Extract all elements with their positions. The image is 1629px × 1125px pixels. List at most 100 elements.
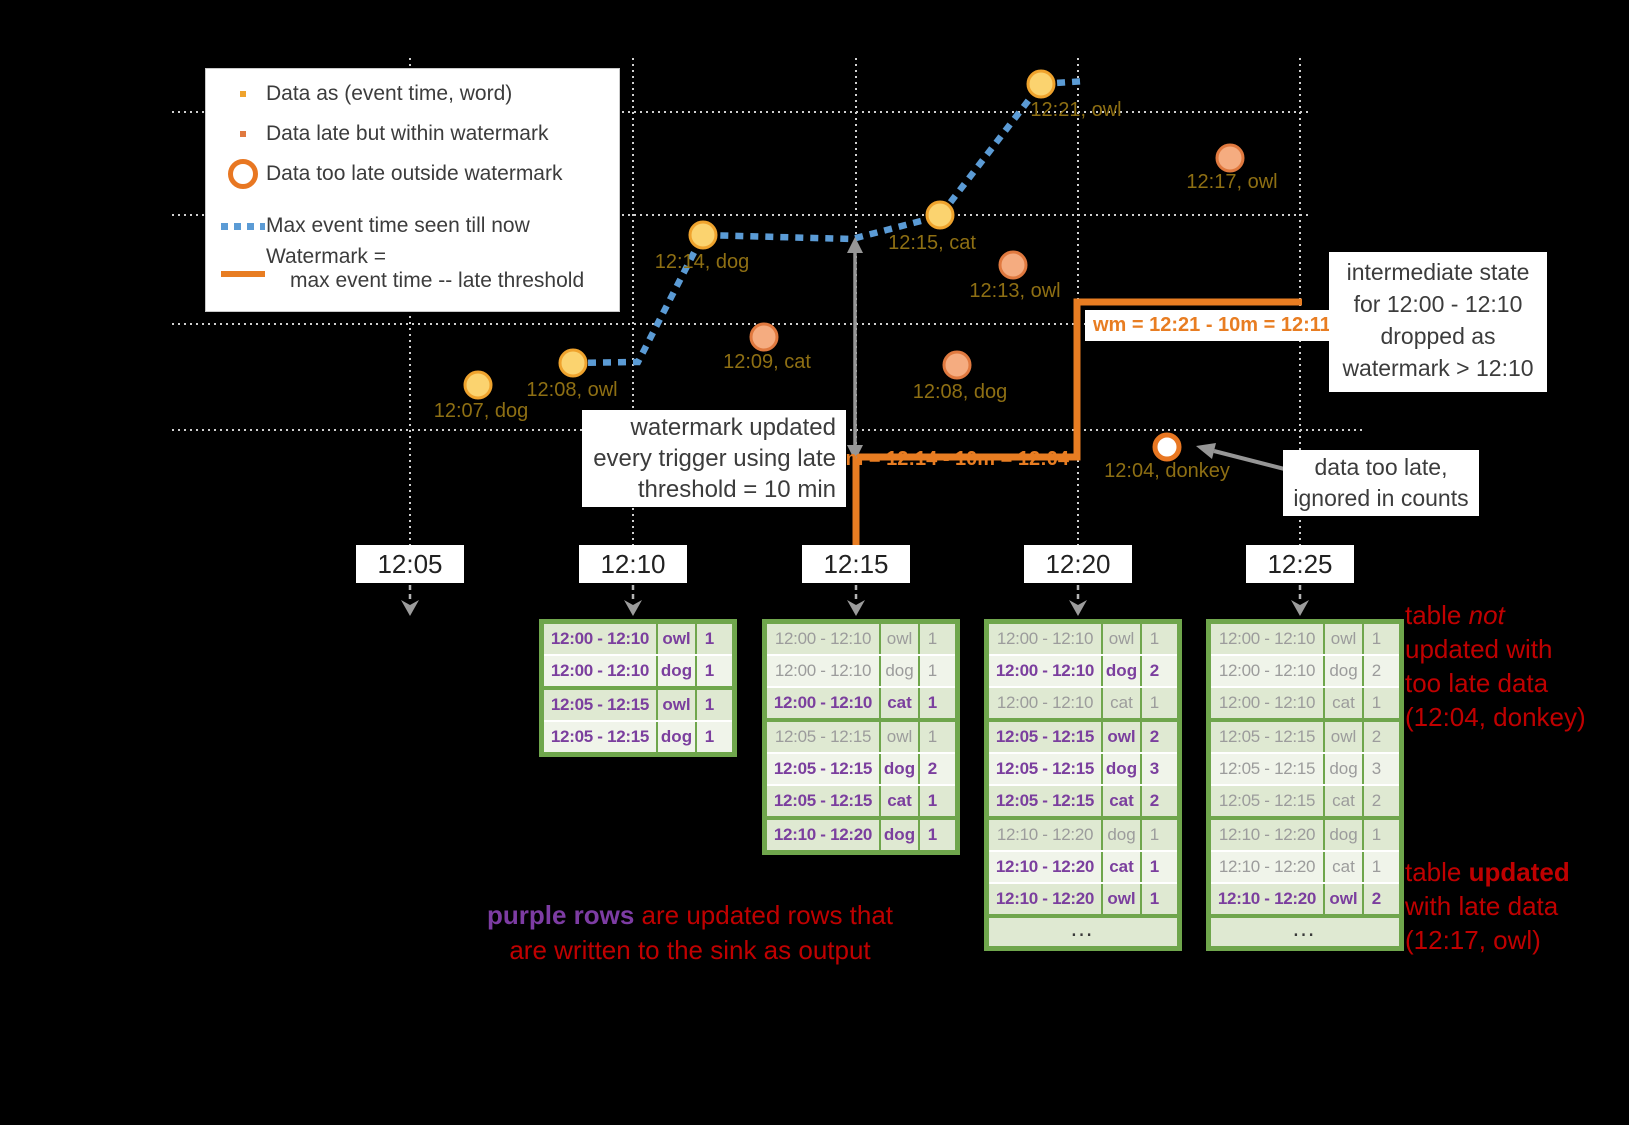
table-cell: 12:00 - 12:10 [550,661,650,680]
table-cell: cat [1323,786,1362,816]
table-row: 12:00 - 12:10 owl 1 [1211,624,1399,654]
table-cell: 12:10 - 12:20 [995,857,1095,876]
table-cell: dog [879,656,918,686]
table-cell: 12:10 - 12:20 [1217,889,1317,908]
table-row: 12:00 - 12:10 dog 1 [767,654,955,686]
legend-label: Data as (event time, word) [266,82,513,105]
data-point-label: 12:17, owl [1186,171,1278,193]
table-row: 12:05 - 12:15 owl 2 [1211,718,1399,752]
time-label-box: 12:15 [802,545,910,583]
table-cell: 12:05 - 12:15 [773,759,873,778]
table-cell: 12:05 - 12:15 [773,791,873,810]
table-row: 12:00 - 12:10 owl 1 [544,624,732,654]
callout-line: intermediate state [1346,259,1530,285]
data-point-label: 12:21, owl [1030,99,1122,121]
line-orange-swatch [221,271,265,277]
table-cell: 12:10 - 12:20 [1218,857,1316,876]
legend-label: Data late but within watermark [266,122,549,145]
table-cell: 1 [1362,688,1389,718]
table-cell: owl [879,722,918,752]
table-cell: 12:00 - 12:10 [1218,693,1316,712]
legend-label: Max event time seen till now [266,214,530,237]
table-cell: 12:05 - 12:15 [1218,727,1316,746]
wm-label-12-04: wm = 12:14 - 10m = 12:04 [830,448,1070,470]
table-cell: 2 [1362,884,1389,914]
table-cell: 1 [1362,852,1389,882]
table-row: 12:05 - 12:15 cat 2 [1211,784,1399,816]
table-cell: 12:00 - 12:10 [996,629,1094,648]
table-row: 12:10 - 12:20 cat 1 [1211,850,1399,882]
table-cell: cat [879,786,918,816]
table-row: 12:10 - 12:20 owl 2 [1211,882,1399,914]
table-cell: 12:00 - 12:10 [996,693,1094,712]
table-row: 12:05 - 12:15 owl 2 [989,718,1177,752]
legend-label: Watermark = [266,245,386,268]
table-cell: 1 [695,624,722,654]
table-cell: 12:05 - 12:15 [1218,791,1316,810]
table-cell: dog [1323,656,1362,686]
table-cell: 1 [1140,852,1167,882]
data-point-label: 12:08, owl [526,379,618,401]
data-point-label: 12:15, cat [888,232,976,254]
callout-line: threshold = 10 min [637,476,836,503]
table-cell: dog [879,754,918,784]
table-cell: 1 [695,722,722,752]
data-point-label: 12:04, donkey [1104,460,1230,482]
table-cell: owl [656,690,695,720]
table-cell: 1 [1140,820,1167,850]
data-point-late [942,350,972,380]
table-cell: 1 [918,820,945,850]
annotation-line: with late data [1405,891,1559,921]
annotation-line: too late data [1405,668,1549,698]
table-row: 12:10 - 12:20 dog 1 [989,816,1177,850]
table-cell: 2 [1362,786,1389,816]
data-point-yellow [558,348,588,378]
table-cell: 12:00 - 12:10 [1218,629,1316,648]
data-point-yellow [688,220,718,250]
table-cell: 1 [918,624,945,654]
table-row: 12:00 - 12:10 dog 1 [544,654,732,686]
table-cell: 2 [1140,722,1167,752]
result-table: 12:00 - 12:10 owl 1 12:00 - 12:10 dog 2 12:00 … [1206,619,1404,951]
table-cell: cat [1101,688,1140,718]
legend-item: Data as (event time, word) [220,79,619,109]
table-cell: 12:05 - 12:15 [995,727,1095,746]
result-table: 12:00 - 12:10 owl 1 12:00 - 12:10 dog 2 12:00 … [984,619,1182,951]
callout-too-late: data too late, ignored in counts [1283,450,1479,516]
callout-line: dropped as [1380,323,1496,349]
table-cell: cat [1323,688,1362,718]
table-cell: 1 [1362,820,1389,850]
callout-line: data too late, [1314,454,1448,480]
table-cell: 12:05 - 12:15 [550,695,650,714]
table-row: 12:05 - 12:15 dog 1 [544,720,732,752]
table-cell: 1 [918,722,945,752]
table-row: 12:10 - 12:20 dog 1 [767,816,955,850]
table-row: 12:10 - 12:20 dog 1 [1211,816,1399,850]
legend-label: Data too late outside watermark [266,162,563,185]
table-cell: 12:10 - 12:20 [773,825,873,844]
table-cell: 2 [1362,656,1389,686]
table-row: 12:10 - 12:20 owl 1 [989,882,1177,914]
data-point-late [749,322,779,352]
table-cell: dog [1101,656,1140,686]
table-cell: 12:10 - 12:20 [1218,825,1316,844]
data-point-yellow [463,370,493,400]
annotation-line: (12:04, donkey) [1405,702,1586,732]
table-cell: 12:05 - 12:15 [550,727,650,746]
table-cell: 12:00 - 12:10 [995,661,1095,680]
table-cell: 1 [1362,624,1389,654]
data-point-late [998,250,1028,280]
legend-item: Data too late outside watermark [220,159,619,189]
annotation-purple-rows: purple rows are updated rows that are wr… [430,898,950,968]
table-row: 12:05 - 12:15 dog 3 [1211,752,1399,784]
result-table: 12:00 - 12:10 owl 1 12:00 - 12:10 dog 1 12:00 … [762,619,960,855]
time-label-box: 12:25 [1246,545,1354,583]
table-cell: dog [1323,820,1362,850]
table-cell: 12:05 - 12:15 [995,791,1095,810]
callout-line: watermark updated [630,414,836,441]
table-row: 12:05 - 12:15 cat 1 [767,784,955,816]
table-cell: 2 [1362,722,1389,752]
table-row: 12:10 - 12:20 cat 1 [989,850,1177,882]
